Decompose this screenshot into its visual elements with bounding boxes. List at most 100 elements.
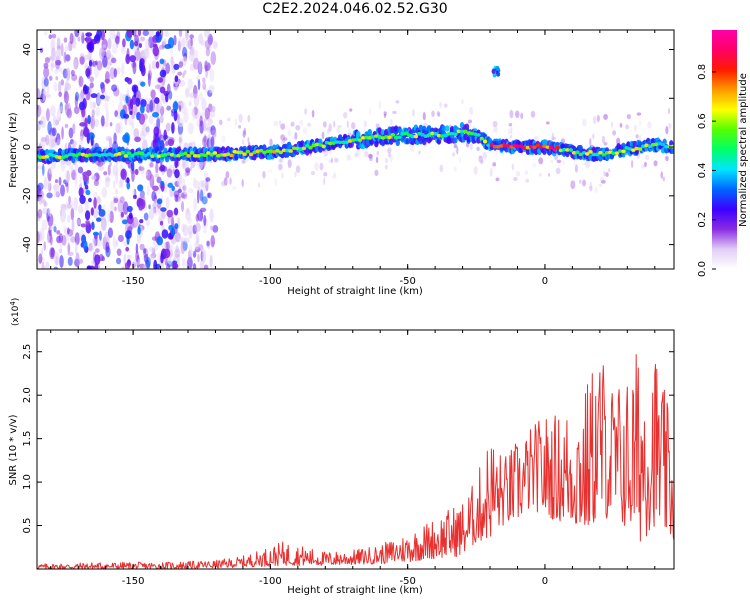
spectrogram-cell bbox=[49, 105, 56, 117]
spectrogram-cell bbox=[239, 150, 244, 155]
spectrogram-axes: -150 -100 -50 0 -40 -20 0 20 40 bbox=[22, 30, 674, 287]
spectrogram-cell bbox=[563, 160, 566, 165]
spectrogram-cell bbox=[492, 120, 498, 128]
spectrogram-cell bbox=[178, 236, 184, 242]
spectrogram-cell bbox=[116, 248, 122, 257]
spectrogram-cell bbox=[183, 151, 188, 156]
spectrogram-cell bbox=[177, 71, 183, 76]
spectrogram-cell bbox=[657, 141, 662, 146]
spectrogram-cell bbox=[532, 145, 537, 149]
spectrogram-cell bbox=[194, 222, 201, 233]
spectrogram-cell bbox=[146, 151, 152, 156]
spectrogram-cell bbox=[46, 93, 51, 98]
spectrogram-cell bbox=[187, 122, 194, 135]
spectrogram-cell bbox=[186, 154, 191, 158]
spectrogram-cell bbox=[166, 105, 172, 111]
spectrogram-cell bbox=[46, 192, 53, 199]
spectrogram-cell bbox=[420, 132, 425, 137]
spectrogram-cell bbox=[538, 157, 544, 165]
spectrogram-cell bbox=[469, 143, 473, 151]
spectrogram-cell bbox=[644, 161, 647, 168]
spectrogram-cell bbox=[39, 47, 44, 53]
spectrogram-cell bbox=[344, 140, 349, 145]
spectrogram-cell bbox=[634, 146, 639, 151]
spectrogram-cell bbox=[129, 55, 137, 63]
spectrogram-cell bbox=[387, 147, 392, 153]
spectrogram-cell bbox=[40, 115, 46, 129]
spectrogram-cell bbox=[95, 106, 100, 118]
spectrogram-cell bbox=[143, 212, 149, 221]
spectrogram-cell bbox=[185, 167, 191, 173]
spectrogram-cell bbox=[53, 251, 60, 266]
spectrogram-cell bbox=[418, 150, 421, 155]
spectrogram-cell bbox=[154, 173, 160, 178]
spectrogram-cell bbox=[603, 142, 608, 146]
spectrogram-cell bbox=[282, 137, 286, 144]
spectrogram-cell bbox=[182, 224, 189, 237]
spectrogram-cell bbox=[248, 152, 254, 157]
spectrogram-cell bbox=[130, 160, 135, 172]
spectrogram-cell bbox=[123, 113, 130, 119]
spectrogram-cell bbox=[431, 110, 435, 117]
spectrogram-cell bbox=[79, 194, 86, 205]
spectrogram-cell bbox=[67, 241, 70, 255]
spectrogram-cell bbox=[150, 154, 155, 159]
spectrogram-cell bbox=[132, 194, 137, 199]
spectrogram-cell bbox=[439, 101, 443, 108]
spectrogram-cell bbox=[614, 151, 620, 155]
spectrogram-cell bbox=[84, 117, 88, 130]
spectrogram-cell bbox=[410, 134, 415, 139]
spectrogram-cell bbox=[456, 129, 461, 134]
spectrogram-cell bbox=[43, 241, 46, 251]
colorbar-tick-label: 0.2 bbox=[697, 212, 708, 228]
spectrogram-cell bbox=[120, 150, 125, 155]
spectrogram-cell bbox=[280, 172, 284, 179]
spectrogram-cell bbox=[151, 59, 157, 70]
spectrogram-cell bbox=[138, 43, 143, 48]
spectrogram-cell bbox=[203, 264, 209, 269]
spectrogram-cell bbox=[660, 171, 664, 179]
spectrogram-cell bbox=[128, 212, 133, 220]
spectrogram-cell bbox=[78, 187, 84, 197]
spectrogram-cell bbox=[322, 121, 327, 128]
spectrogram-cell bbox=[173, 34, 177, 46]
spectrogram-cell bbox=[59, 254, 64, 268]
spectrogram-cell bbox=[88, 242, 93, 252]
spectrogram-cell bbox=[171, 185, 176, 192]
spectrogram-cell bbox=[192, 263, 197, 269]
spectrogram-cell bbox=[128, 117, 134, 126]
spectrogram-cell bbox=[392, 110, 397, 115]
spectrogram-cell bbox=[662, 176, 665, 182]
spectrogram-cell bbox=[137, 30, 142, 37]
spectrogram-cell bbox=[181, 37, 186, 49]
spectrogram-cell bbox=[491, 69, 496, 75]
spectrogram-cell bbox=[173, 63, 180, 70]
spectrogram-cell bbox=[280, 134, 286, 141]
spectrogram-cell bbox=[650, 142, 656, 147]
spectrogram-cell bbox=[212, 151, 218, 155]
spectrogram-cell bbox=[364, 121, 368, 128]
spectrogram-cell bbox=[621, 149, 626, 154]
spectrogram-cell bbox=[182, 46, 188, 59]
spectrogram-cell bbox=[159, 58, 165, 65]
spectrogram-cell bbox=[115, 240, 118, 248]
spectrogram-cell bbox=[174, 223, 179, 230]
spectrogram-cell bbox=[330, 157, 333, 164]
spectrogram-cell bbox=[74, 161, 79, 175]
spectrogram-cell bbox=[170, 47, 174, 56]
spectrogram-cell bbox=[189, 151, 195, 155]
spectrogram-cell bbox=[299, 119, 304, 127]
spectrogram-cell bbox=[422, 112, 426, 121]
y-tick-label: 1.5 bbox=[22, 431, 33, 447]
spectrogram-cell bbox=[134, 136, 141, 143]
spectrogram-cell bbox=[208, 37, 213, 44]
spectrogram-cell bbox=[245, 149, 251, 154]
spectrogram-cell bbox=[47, 213, 54, 227]
spectrogram-cell bbox=[473, 132, 478, 136]
spectrogram-cell bbox=[79, 175, 83, 188]
spectrogram-cell bbox=[219, 153, 224, 157]
spectrogram-cell bbox=[390, 132, 396, 137]
spectrogram-cell bbox=[495, 66, 500, 72]
spectrogram-cell bbox=[147, 72, 151, 87]
spectrogram-cell bbox=[242, 139, 245, 145]
